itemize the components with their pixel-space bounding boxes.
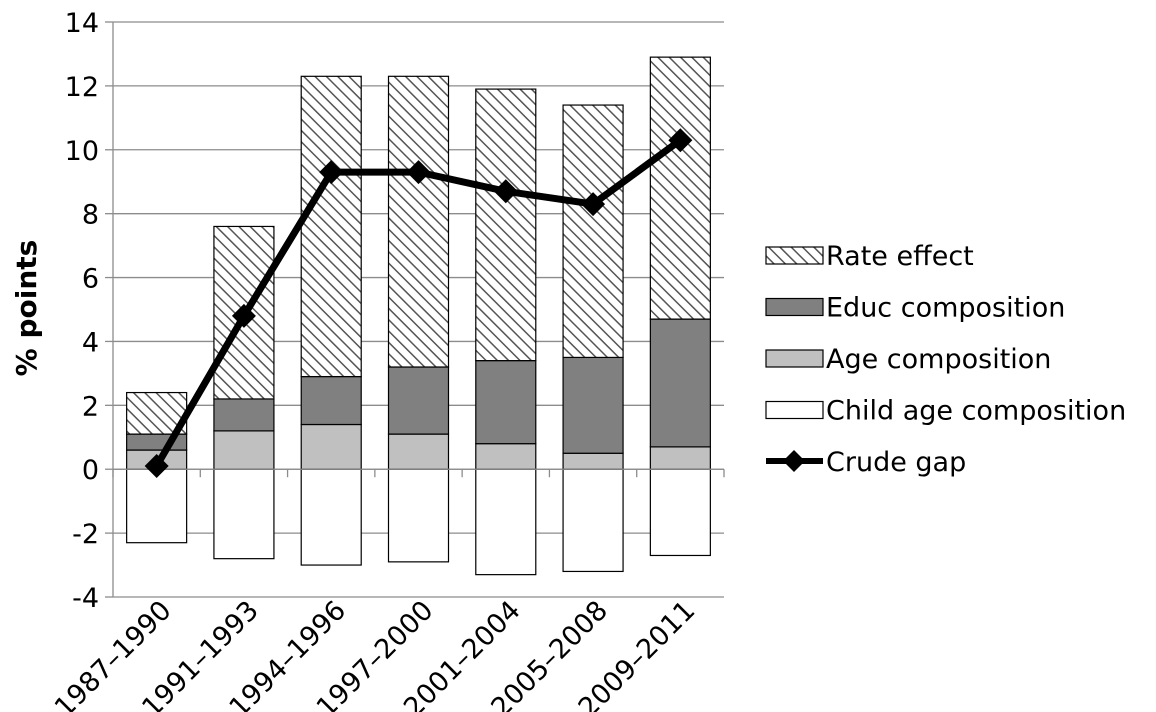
- legend-age-composition: Age composition: [765, 344, 1051, 375]
- bar-rate-effect: [649, 56, 711, 320]
- legend-label: Child age composition: [826, 396, 1126, 427]
- bar-age-composition: [300, 423, 362, 470]
- crude-gap-point: [231, 303, 256, 328]
- y-tick-label: 12: [65, 72, 99, 103]
- bar-child-age-composition: [300, 468, 362, 566]
- y-tick-label: -4: [72, 583, 99, 614]
- bars: [126, 56, 711, 576]
- bar-educ-composition: [213, 398, 275, 432]
- bar-age-composition: [387, 433, 450, 470]
- legend-label: Age composition: [826, 344, 1051, 375]
- y-tick-label: 2: [82, 391, 99, 422]
- bar-child-age-composition: [562, 468, 624, 573]
- bar-child-age-composition: [649, 468, 711, 557]
- bar-rate-effect: [387, 75, 450, 368]
- legend-educ-composition: Educ composition: [765, 293, 1065, 324]
- crude-gap-point: [406, 160, 431, 185]
- y-tick-label: 8: [82, 200, 99, 231]
- legend-diamond-swatch: [783, 450, 805, 472]
- legend-rate-effect: Rate effect: [765, 241, 974, 272]
- bar-rate-effect: [475, 88, 537, 362]
- bar-educ-composition: [562, 356, 624, 454]
- bar-child-age-composition: [126, 468, 188, 544]
- bar-age-composition: [649, 446, 711, 470]
- legend-label: Rate effect: [826, 241, 974, 272]
- legend: Rate effect Educ composition Age compositi…: [765, 241, 1126, 478]
- bar-child-age-composition: [387, 468, 450, 563]
- crude-gap-point: [668, 128, 693, 153]
- y-axis-title: % points: [10, 240, 43, 377]
- y-tick-label: 14: [65, 8, 99, 39]
- legend-crude-gap: Crude gap: [766, 447, 966, 478]
- y-tick-label: 0: [82, 455, 99, 486]
- bar-educ-composition: [475, 360, 537, 445]
- y-tick-label: 10: [65, 136, 99, 167]
- bar-educ-composition: [649, 318, 711, 448]
- bar-age-composition: [213, 430, 275, 470]
- legend-swatch: [765, 297, 824, 317]
- bar-educ-composition: [300, 375, 362, 426]
- legend-child-age-composition: Child age composition: [765, 396, 1126, 427]
- bar-age-composition: [562, 452, 624, 470]
- y-tick-label: -2: [72, 519, 99, 550]
- legend-swatch: [765, 246, 824, 265]
- bar-rate-effect: [300, 75, 362, 378]
- legend-swatch: [765, 349, 824, 368]
- y-tick-label: 6: [82, 264, 99, 295]
- crude-gap-line: [144, 128, 693, 479]
- legend-label: Crude gap: [826, 447, 966, 478]
- crude-gap-point: [493, 179, 518, 204]
- legend-swatch: [765, 400, 824, 420]
- bar-educ-composition: [387, 366, 450, 435]
- bar-age-composition: [475, 443, 537, 470]
- crude-gap-point: [581, 192, 606, 217]
- crude-gap-point: [319, 160, 344, 185]
- legend-label: Educ composition: [826, 293, 1065, 324]
- bar-child-age-composition: [475, 468, 537, 576]
- crude-gap-point: [144, 454, 169, 479]
- bar-rate-effect: [562, 104, 624, 359]
- y-tick-label: 4: [82, 327, 99, 358]
- bar-child-age-composition: [213, 468, 275, 560]
